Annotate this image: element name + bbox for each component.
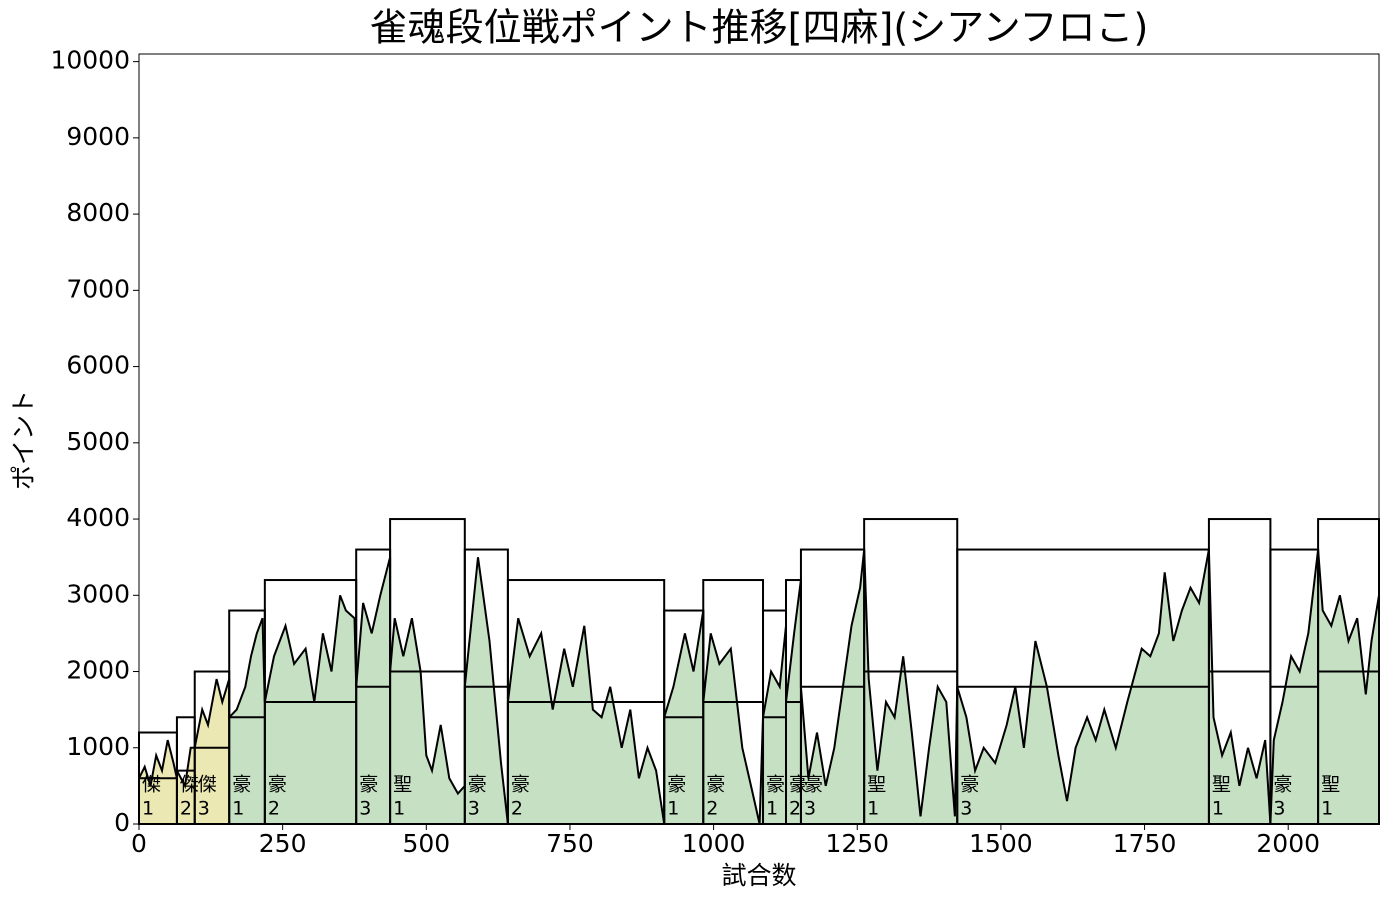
y-tick-label: 9000 xyxy=(66,122,130,151)
area-fill xyxy=(390,618,465,824)
x-tick-label: 750 xyxy=(546,829,594,858)
level-label: 3 xyxy=(960,798,972,820)
level-label: 3 xyxy=(804,798,816,820)
y-tick-label: 5000 xyxy=(66,427,130,456)
x-tick-label: 250 xyxy=(259,829,307,858)
area-fill xyxy=(229,618,265,824)
y-axis-label: ポイント xyxy=(9,390,38,490)
rank-label: 豪 xyxy=(667,774,686,796)
chart-title: 雀魂段位戦ポイント推移[四麻](シアンフロこ) xyxy=(370,6,1149,50)
rank-label: 豪 xyxy=(766,774,785,796)
level-label: 2 xyxy=(706,798,718,820)
x-axis-label: 試合数 xyxy=(721,861,796,890)
level-label: 2 xyxy=(180,798,192,820)
x-tick-label: 1750 xyxy=(1113,829,1177,858)
area-fill xyxy=(1318,549,1379,824)
x-tick-label: 1500 xyxy=(969,829,1033,858)
rank-label: 豪 xyxy=(511,774,530,796)
rank-label: 豪 xyxy=(789,774,808,796)
rank-label: 豪 xyxy=(1273,774,1292,796)
y-tick-label: 3000 xyxy=(66,579,130,608)
rank-label: 豪 xyxy=(468,774,487,796)
rank-label: 聖 xyxy=(867,774,886,796)
y-tick-label: 4000 xyxy=(66,503,130,532)
rank-label: 傑 xyxy=(180,774,199,796)
rank-label: 豪 xyxy=(232,774,251,796)
x-tick-label: 1250 xyxy=(825,829,889,858)
rank-label: 豪 xyxy=(706,774,725,796)
level-label: 1 xyxy=(867,798,879,820)
x-tick-label: 0 xyxy=(131,829,147,858)
level-label: 2 xyxy=(789,798,801,820)
rank-label: 豪 xyxy=(268,774,287,796)
level-label: 3 xyxy=(468,798,480,820)
y-tick-label: 8000 xyxy=(66,198,130,227)
rank-label: 聖 xyxy=(1321,774,1340,796)
level-label: 2 xyxy=(511,798,523,820)
y-tick-label: 0 xyxy=(114,808,130,837)
rank-label: 豪 xyxy=(804,774,823,796)
rank-label: 豪 xyxy=(359,774,378,796)
level-label: 3 xyxy=(198,798,210,820)
level-label: 1 xyxy=(766,798,778,820)
area-fill xyxy=(507,618,665,824)
level-label: 1 xyxy=(232,798,244,820)
area-fill xyxy=(800,549,865,824)
rank-label: 聖 xyxy=(393,774,412,796)
y-tick-label: 1000 xyxy=(66,732,130,761)
level-label: 1 xyxy=(393,798,405,820)
level-label: 1 xyxy=(1321,798,1333,820)
rank-label: 聖 xyxy=(1212,774,1231,796)
area-fill xyxy=(356,557,391,824)
area-fill xyxy=(464,557,508,824)
level-label: 3 xyxy=(359,798,371,820)
y-tick-label: 7000 xyxy=(66,274,130,303)
rank-label: 豪 xyxy=(960,774,979,796)
level-label: 3 xyxy=(1273,798,1285,820)
plot-frame xyxy=(138,53,1380,825)
y-tick-label: 6000 xyxy=(66,351,130,380)
x-tick-label: 1000 xyxy=(682,829,746,858)
level-label: 1 xyxy=(142,798,154,820)
area-fill xyxy=(139,740,177,824)
y-tick-label: 2000 xyxy=(66,656,130,685)
level-label: 1 xyxy=(1212,798,1224,820)
area-fill xyxy=(864,549,958,824)
level-label: 2 xyxy=(268,798,280,820)
area-fill xyxy=(763,625,787,824)
y-tick-label: 10000 xyxy=(50,46,130,75)
area-fill xyxy=(703,610,764,824)
x-tick-label: 2000 xyxy=(1256,829,1320,858)
area-fill xyxy=(957,549,1209,824)
area-fill xyxy=(264,595,357,824)
rank-label: 傑 xyxy=(198,774,217,796)
level-label: 1 xyxy=(667,798,679,820)
area-fill xyxy=(1208,550,1271,824)
x-tick-label: 500 xyxy=(402,829,450,858)
line xyxy=(138,549,1380,825)
